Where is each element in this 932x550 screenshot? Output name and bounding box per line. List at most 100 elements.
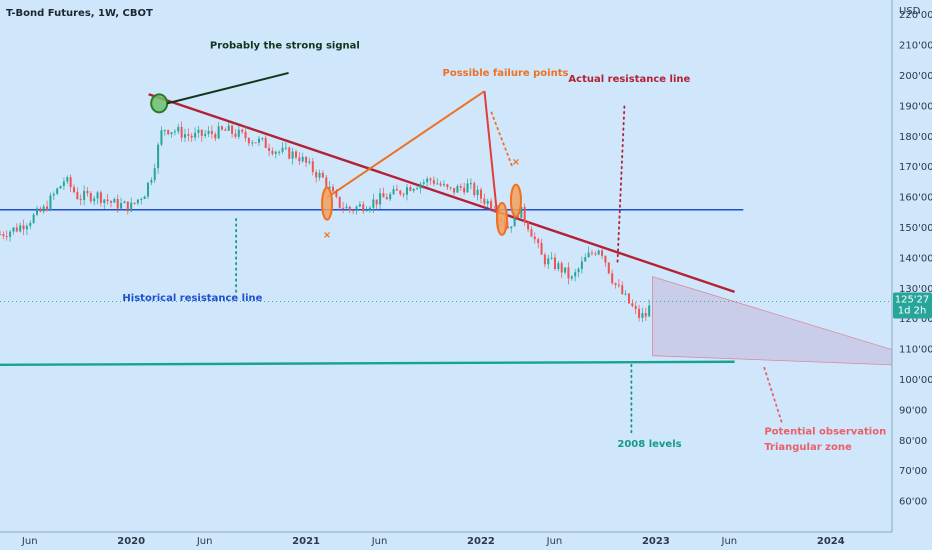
failure-ellipse-3 — [509, 183, 522, 218]
candle-body — [379, 193, 382, 205]
candle-body — [56, 188, 59, 194]
candle-body — [308, 161, 311, 163]
candle-body — [19, 225, 22, 232]
failure-cross-1: × — [323, 230, 331, 241]
y-tick-label: 160'00 — [899, 193, 932, 204]
failure-path-2-line — [483, 91, 500, 229]
candle-body — [5, 236, 8, 238]
candle-body — [550, 257, 553, 259]
x-tick-label: Jun — [371, 536, 388, 547]
failure-ellipse-2 — [495, 201, 508, 236]
y-tick-label: 100'00 — [899, 375, 932, 386]
candle-body — [274, 151, 277, 154]
candle-body — [601, 250, 604, 256]
candle-body — [469, 183, 472, 185]
failure-cross-2: × — [512, 157, 520, 168]
candle-body — [49, 195, 52, 210]
candle-body — [177, 126, 180, 132]
x-tick-label: 2020 — [117, 536, 145, 547]
y-tick-label: 200'00 — [899, 71, 932, 82]
y-tick-label: 70'00 — [899, 466, 927, 477]
candle-body — [278, 151, 281, 153]
candle-body — [442, 184, 445, 186]
candle-body — [93, 198, 96, 202]
candle-body — [527, 222, 530, 230]
candle-body — [281, 147, 284, 152]
candle-body — [173, 131, 176, 133]
candle-body — [96, 192, 99, 199]
candle-body — [32, 214, 35, 223]
chart-title: T-Bond Futures, 1W, CBOT — [6, 8, 153, 19]
candle-body — [453, 187, 456, 193]
y-tick-label: 140'00 — [899, 253, 932, 264]
candle-body — [291, 151, 294, 159]
candle-body — [315, 172, 318, 178]
observation-label-1: Potential observation — [764, 427, 886, 438]
candle-body — [0, 234, 1, 236]
candle-body — [271, 150, 274, 154]
candle-body — [553, 257, 556, 270]
candle-body — [301, 156, 304, 162]
candle-body — [533, 236, 536, 240]
candle-body — [9, 231, 12, 237]
candle-body — [479, 189, 482, 199]
failure-path-1-line — [326, 90, 486, 199]
candle-body — [352, 210, 355, 212]
candle-body — [2, 234, 5, 237]
candle-body — [624, 293, 627, 295]
candle-body — [76, 192, 79, 200]
candle-body — [456, 186, 459, 193]
candle-body — [247, 138, 250, 144]
candle-body — [439, 183, 442, 186]
candle-body — [284, 147, 287, 149]
candle-body — [338, 196, 341, 208]
candle-body — [567, 267, 570, 279]
candle-body — [537, 239, 540, 243]
candle-body — [560, 263, 563, 273]
actual-resistance-line — [148, 93, 735, 293]
failure-pointer — [490, 111, 514, 169]
candle-body — [46, 206, 49, 210]
candle-body — [254, 142, 257, 144]
candle-body — [59, 186, 62, 189]
candle-body — [641, 313, 644, 318]
candle-body — [120, 203, 123, 209]
candle-body — [597, 250, 600, 255]
y-tick-label: 90'00 — [899, 405, 927, 416]
candle-body — [506, 226, 509, 229]
candle-body — [251, 142, 254, 144]
candle-body — [207, 130, 210, 134]
candle-body — [416, 188, 419, 190]
candle-body — [210, 130, 213, 135]
candle-body — [288, 147, 291, 159]
x-tick-label: Jun — [196, 536, 213, 547]
candle-body — [580, 261, 583, 269]
candle-body — [557, 263, 560, 270]
candle-body — [466, 183, 469, 193]
candle-body — [126, 201, 129, 212]
candle-body — [143, 196, 146, 200]
actual-resistance-label: Actual resistance line — [568, 74, 690, 85]
candle-body — [180, 126, 183, 138]
candle-body — [318, 172, 321, 178]
candle-body — [432, 180, 435, 184]
candle-body — [170, 132, 173, 135]
x-tick-label: 2021 — [292, 536, 320, 547]
candle-body — [294, 151, 297, 158]
candle-body — [607, 262, 610, 274]
candle-body — [42, 206, 45, 212]
observation-pointer — [763, 366, 783, 424]
candle-body — [79, 199, 82, 201]
candle-body — [12, 227, 15, 232]
candle-body — [244, 131, 247, 139]
price-axis[interactable] — [892, 0, 932, 532]
candle-body — [634, 306, 637, 309]
y-tick-label: 170'00 — [899, 162, 932, 173]
candle-body — [385, 197, 388, 200]
candle-body — [140, 199, 143, 201]
candle-body — [227, 125, 230, 131]
candle-body — [89, 193, 92, 202]
candle-body — [543, 254, 546, 265]
